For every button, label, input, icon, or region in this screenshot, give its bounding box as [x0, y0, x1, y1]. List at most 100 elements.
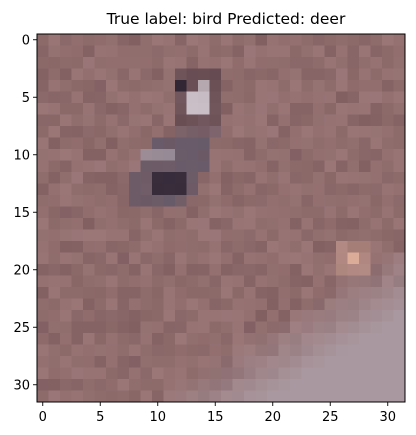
image-pixel [140, 264, 153, 276]
image-pixel [336, 183, 348, 196]
image-pixel [129, 390, 141, 403]
image-pixel [359, 137, 371, 150]
image-pixel [94, 390, 107, 403]
image-pixel [267, 229, 279, 242]
image-pixel [301, 241, 314, 253]
image-pixel [382, 367, 394, 380]
image-pixel [140, 367, 153, 380]
image-pixel [152, 356, 164, 368]
image-pixel [290, 45, 302, 58]
image-pixel [129, 379, 141, 391]
image-pixel [393, 344, 406, 357]
image-pixel [37, 310, 49, 322]
image-pixel [175, 68, 187, 81]
image-pixel [106, 229, 118, 242]
image-pixel [129, 344, 141, 357]
image-pixel [152, 275, 164, 288]
image-pixel [163, 45, 176, 58]
image-pixel [324, 80, 337, 92]
image-pixel [324, 252, 337, 265]
image-pixel [267, 356, 279, 368]
image-pixel [186, 241, 199, 253]
image-pixel [186, 333, 199, 345]
image-pixel [267, 275, 279, 288]
image-pixel [221, 356, 233, 368]
image-pixel [48, 264, 61, 276]
image-pixel [186, 160, 199, 173]
image-pixel [301, 172, 314, 184]
image-pixel [198, 229, 210, 242]
image-pixel [244, 183, 256, 196]
image-pixel [359, 298, 371, 311]
image-pixel [152, 34, 164, 46]
image-pixel [313, 333, 325, 345]
image-pixel [94, 34, 107, 46]
image-pixel [278, 91, 291, 104]
image-pixel [232, 137, 245, 150]
image-pixel [106, 218, 118, 230]
image-pixel [140, 183, 153, 196]
image-pixel [129, 333, 141, 345]
image-pixel [347, 367, 360, 380]
image-pixel [301, 321, 314, 334]
image-pixel [267, 298, 279, 311]
image-pixel [370, 218, 383, 230]
image-pixel [244, 114, 256, 127]
image-pixel [117, 160, 130, 173]
image-pixel [71, 149, 84, 161]
image-pixel [370, 68, 383, 81]
image-pixel [129, 91, 141, 104]
image-pixel [198, 103, 210, 115]
image-pixel [83, 183, 95, 196]
image-pixel [370, 252, 383, 265]
image-pixel [48, 57, 61, 69]
x-tick-label: 15 [207, 410, 224, 425]
image-pixel [60, 206, 72, 219]
image-pixel [336, 126, 348, 138]
image-pixel [244, 379, 256, 391]
image-pixel [313, 126, 325, 138]
image-pixel [175, 367, 187, 380]
image-pixel [359, 252, 371, 265]
image-pixel [175, 229, 187, 242]
image-pixel [278, 252, 291, 265]
image-pixel [278, 310, 291, 322]
image-pixel [359, 310, 371, 322]
image-pixel [278, 390, 291, 403]
image-pixel [382, 172, 394, 184]
image-pixel [106, 264, 118, 276]
image-pixel [347, 252, 360, 265]
image-pixel [48, 137, 61, 150]
image-pixel [255, 114, 268, 127]
image-pixel [106, 321, 118, 334]
image-pixel [370, 114, 383, 127]
image-pixel [336, 298, 348, 311]
image-pixel [140, 390, 153, 403]
image-pixel [336, 80, 348, 92]
image-pixel [393, 321, 406, 334]
image-pixel [313, 45, 325, 58]
image-pixel [267, 264, 279, 276]
image-pixel [209, 45, 222, 58]
image-pixel [324, 34, 337, 46]
image-pixel [186, 252, 199, 265]
image-pixel [94, 183, 107, 196]
image-pixel [278, 379, 291, 391]
image-pixel [117, 114, 130, 127]
image-pixel [152, 183, 164, 196]
image-pixel [117, 34, 130, 46]
image-pixel [221, 183, 233, 196]
image-pixel [117, 321, 130, 334]
image-pixel [175, 160, 187, 173]
image-pixel [324, 298, 337, 311]
image-pixel [186, 206, 199, 219]
x-tick-label: 5 [96, 410, 104, 425]
image-pixel [94, 298, 107, 311]
image-pixel [347, 379, 360, 391]
image-pixel [336, 356, 348, 368]
image-pixel [255, 34, 268, 46]
image-pixel [140, 241, 153, 253]
image-pixel [152, 103, 164, 115]
image-pixel [209, 252, 222, 265]
image-pixel [347, 57, 360, 69]
